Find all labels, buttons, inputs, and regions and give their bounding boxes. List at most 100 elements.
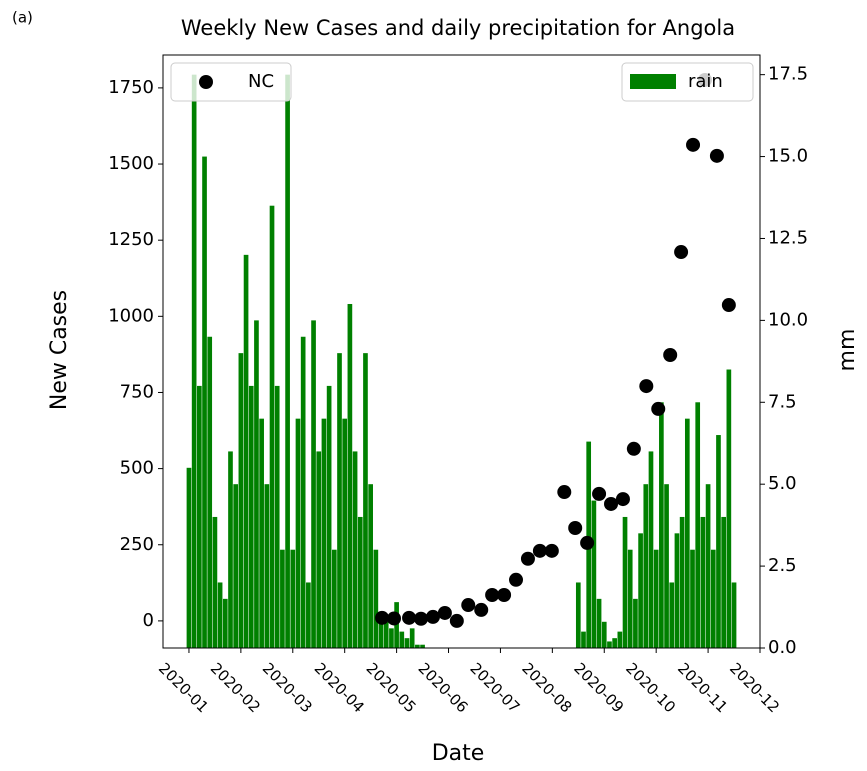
x-tick-label: 2020-06	[415, 659, 472, 716]
y2-tick-label: 17.5	[768, 64, 808, 85]
legend: rain	[621, 62, 754, 102]
rain-bar	[295, 418, 301, 648]
rain-bar	[197, 385, 202, 648]
nc-point	[557, 485, 572, 500]
y2-tick-label: 5.0	[768, 473, 797, 494]
legend-box	[621, 62, 754, 102]
rain-bar	[669, 582, 675, 648]
nc-point	[709, 148, 724, 163]
nc-point	[437, 605, 452, 620]
rain-bar	[664, 484, 669, 648]
y-tick-label: 500	[120, 458, 154, 479]
nc-point	[402, 610, 417, 625]
legend-box	[170, 62, 292, 102]
x-tick-label: 2020-07	[466, 659, 523, 716]
nc-point	[626, 441, 641, 456]
y2-tick-label: 0.0	[768, 637, 797, 658]
rain-bar	[581, 631, 586, 648]
x-tick-label: 2020-08	[518, 659, 575, 716]
rain-bar	[191, 74, 197, 648]
y2-tick-label: 12.5	[768, 227, 808, 248]
rain-bar	[233, 484, 239, 648]
rain-bar	[627, 549, 633, 648]
y2-tick-label: 2.5	[768, 555, 797, 576]
nc-point	[615, 492, 630, 507]
nc-point	[663, 348, 678, 363]
rain-bar	[300, 336, 306, 648]
rain-bar	[612, 638, 617, 648]
rain-bar	[700, 516, 706, 648]
rain-bar	[399, 631, 405, 648]
rain-bar	[420, 644, 425, 648]
x-tick-label: 2020-04	[311, 659, 368, 716]
nc-point	[375, 610, 390, 625]
legend-label: NC	[248, 71, 274, 92]
nc-point	[604, 496, 619, 511]
x-tick-label: 2020-09	[570, 659, 627, 716]
rain-bar	[254, 320, 259, 648]
rain-bar	[259, 418, 264, 648]
x-tick-label: 2020-01	[155, 659, 212, 716]
nc-point	[544, 543, 559, 558]
panel-label: (a)	[12, 9, 33, 27]
rain-bar	[731, 582, 737, 648]
rain-bar	[342, 418, 348, 648]
rain-bar	[311, 320, 316, 648]
x-axis-label: Date	[432, 741, 485, 766]
nc-point	[474, 602, 489, 617]
rain-bar	[705, 484, 711, 648]
y-tick-label: 1500	[108, 153, 154, 174]
x-tick-label: 2020-12	[726, 659, 783, 716]
legend-marker	[630, 74, 676, 89]
y-tick-label: 750	[120, 381, 154, 402]
rain-bar	[648, 451, 654, 648]
rain-bar	[321, 418, 327, 648]
nc-point	[449, 613, 464, 628]
chart-title: Weekly New Cases and daily precipitation…	[181, 16, 735, 40]
nc-point	[520, 551, 535, 566]
rain-bar	[622, 516, 628, 648]
y-tick-label: 250	[120, 534, 154, 555]
legend-label: rain	[688, 71, 723, 92]
legend: NC	[170, 62, 292, 102]
rain-bar	[710, 549, 716, 648]
nc-point	[580, 535, 595, 550]
y2-tick-label: 15.0	[768, 146, 808, 167]
rain-bar	[202, 156, 207, 648]
y-tick-label: 1750	[108, 77, 154, 98]
x-tick-label: 2020-03	[259, 659, 316, 716]
nc-point	[686, 137, 701, 152]
y-tick-label: 1000	[108, 305, 154, 326]
nc-point	[425, 609, 440, 624]
rain-bar	[607, 641, 612, 648]
plot-frame	[162, 54, 761, 649]
nc-point	[592, 486, 607, 501]
rain-bar	[238, 353, 244, 648]
rain-bar	[591, 500, 597, 648]
rain-bar	[726, 369, 732, 648]
y2-axis-label: mm	[835, 329, 860, 372]
rain-bar	[280, 549, 285, 648]
rain-bar	[228, 451, 233, 648]
rain-bar	[643, 484, 649, 648]
rain-bar	[347, 303, 353, 648]
rain-bar	[633, 598, 638, 648]
rain-bar	[415, 644, 420, 648]
rain-bar	[337, 353, 342, 648]
rain-bar	[248, 385, 254, 648]
rain-bar	[679, 516, 685, 648]
nc-point	[414, 611, 429, 626]
nc-point	[674, 245, 689, 260]
rain-bar	[659, 402, 664, 648]
y-tick-label: 1250	[108, 229, 154, 250]
rain-bar	[285, 74, 290, 648]
nc-point	[639, 379, 654, 394]
rain-bar	[638, 533, 643, 648]
rain-bar	[721, 516, 726, 648]
y-axis-label: New Cases	[47, 290, 72, 410]
rain-bar	[306, 582, 311, 648]
rain-bar	[290, 549, 296, 648]
x-tick-label: 2020-02	[207, 659, 264, 716]
rain-bar	[331, 549, 337, 648]
